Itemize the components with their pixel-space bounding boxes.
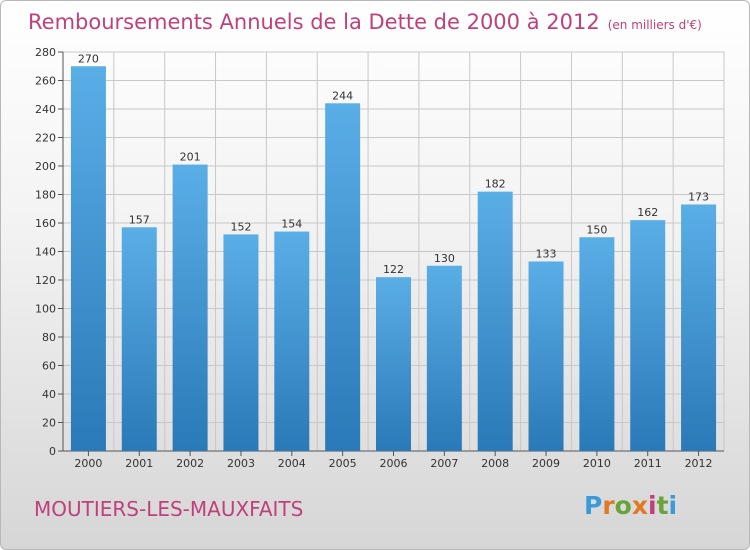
bar [477,191,513,451]
logo-letter: t [656,491,669,520]
data-label: 173 [688,190,709,203]
y-tick-label: 180 [35,189,56,202]
y-tick-label: 200 [35,160,56,173]
data-label: 182 [485,178,506,191]
chart-title: Remboursements Annuels de la Dette de 20… [28,10,702,34]
bar [70,66,106,451]
y-tick-label: 280 [35,46,56,59]
x-tick-label: 2003 [227,457,255,470]
bar [376,277,411,451]
bar [274,231,310,451]
title-text: Remboursements Annuels de la Dette de 20… [28,10,600,34]
y-tick-label: 40 [42,388,56,401]
bars [70,66,717,452]
data-label: 150 [586,223,607,236]
x-tick-label: 2010 [583,457,611,470]
data-label: 162 [637,206,658,219]
bar [325,103,361,452]
data-labels: 270 157 201 152 154 244 122 130 182 133 150 162 173 [78,52,709,276]
data-label: 270 [78,52,99,65]
proxiti-logo: Proxiti [584,491,677,520]
x-tick-label: 2008 [481,457,509,470]
x-tick-label: 2005 [329,457,357,470]
bar [579,237,615,451]
x-tick-label: 2001 [125,457,153,470]
logo-letter: i [668,491,678,520]
bar [528,261,564,451]
logo-letter: P [584,491,603,520]
data-label: 157 [129,213,150,226]
data-label: 244 [332,89,353,102]
y-tick-label: 260 [35,75,56,88]
logo-letter: i [648,491,657,520]
y-tick-label: 220 [35,132,56,145]
y-tick-label: 0 [49,445,56,458]
data-label: 122 [383,263,404,276]
data-label: 133 [536,247,557,260]
bar [630,220,666,451]
axes: 0 20 40 60 80 100 120 140 160 180 200 220 240 260 280 2… [35,46,724,470]
x-tick-label: 2006 [380,457,408,470]
data-label: 152 [230,220,251,233]
x-tick-label: 2011 [634,457,662,470]
logo-letter: r [602,491,615,520]
bar [681,204,717,451]
x-tick-label: 2009 [532,457,560,470]
bar [121,227,157,451]
bar [223,234,259,451]
data-label: 154 [281,218,302,231]
y-tick-label: 80 [42,331,56,344]
x-tick-label: 2002 [176,457,204,470]
x-tick-label: 2004 [278,457,306,470]
x-tick-label: 2000 [74,457,102,470]
data-label: 130 [434,252,455,265]
bar [172,164,208,451]
x-tick-label: 2012 [685,457,713,470]
y-tick-label: 120 [35,274,56,287]
data-label: 201 [180,151,201,164]
y-tick-label: 240 [35,103,56,116]
y-tick-label: 20 [42,417,56,430]
logo-letter: x [631,491,648,520]
commune-name: MOUTIERS-LES-MAUXFAITS [34,497,304,521]
unit-note: (en milliers d'€) [607,18,702,32]
y-tick-label: 160 [35,217,56,230]
y-tick-label: 100 [35,303,56,316]
x-tick-label: 2007 [430,457,458,470]
bar [426,265,462,451]
y-tick-label: 140 [35,246,56,259]
logo-letter: o [614,491,632,520]
y-tick-label: 60 [42,360,56,373]
